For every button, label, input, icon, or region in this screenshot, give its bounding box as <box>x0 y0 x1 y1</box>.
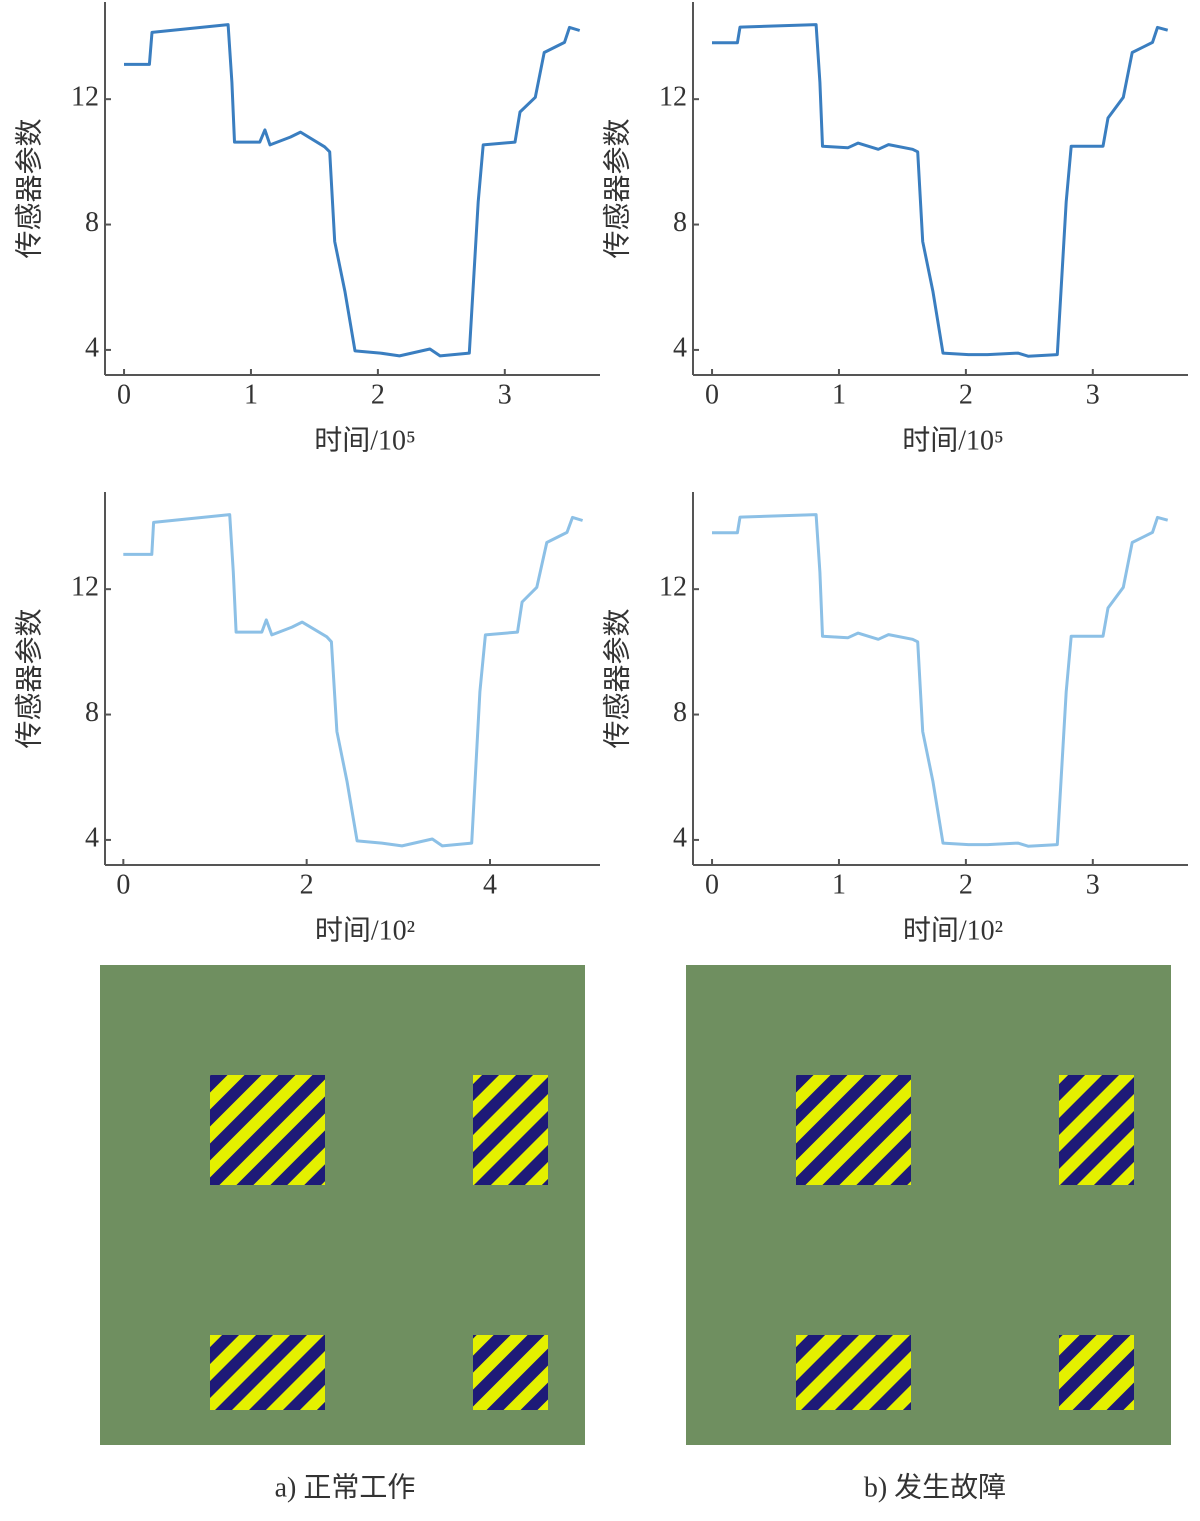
x-tick-label: 0 <box>117 379 131 410</box>
y-tick-label: 12 <box>71 572 99 603</box>
x-tick-label: 1 <box>832 379 846 410</box>
x-tick-label: 2 <box>959 379 973 410</box>
x-axis-label: 时间/10² <box>903 914 1003 946</box>
x-tick-label: 0 <box>705 379 719 410</box>
x-tick-label: 3 <box>1086 869 1100 900</box>
image-panel-b <box>686 965 1171 1445</box>
y-tick-label: 4 <box>85 332 99 363</box>
caption: b) 发生故障 <box>864 1471 1006 1503</box>
x-tick-label: 3 <box>1086 379 1100 410</box>
data-line <box>712 23 1169 358</box>
x-tick-label: 1 <box>244 379 258 410</box>
x-tick-label: 2 <box>959 869 973 900</box>
data-line <box>123 513 584 848</box>
y-axis-label: 传感器参数 <box>13 608 45 748</box>
y-tick-label: 4 <box>673 822 687 853</box>
y-tick-label: 12 <box>71 82 99 113</box>
x-axis-label: 时间/10² <box>315 914 415 946</box>
x-tick-label: 2 <box>300 869 314 900</box>
x-tick-label: 0 <box>116 869 130 900</box>
x-tick-label: 1 <box>832 869 846 900</box>
y-tick-label: 12 <box>659 572 687 603</box>
y-tick-label: 4 <box>85 822 99 853</box>
y-tick-label: 8 <box>673 207 687 238</box>
x-tick-label: 0 <box>705 869 719 900</box>
x-tick-label: 3 <box>498 379 512 410</box>
x-tick-label: 2 <box>371 379 385 410</box>
y-axis-label: 传感器参数 <box>601 118 633 258</box>
y-tick-label: 12 <box>659 82 687 113</box>
y-tick-label: 8 <box>673 697 687 728</box>
data-line <box>124 23 581 358</box>
data-line <box>712 513 1169 848</box>
x-axis-label: 时间/10⁵ <box>902 424 1004 456</box>
y-tick-label: 8 <box>85 207 99 238</box>
caption: a) 正常工作 <box>275 1471 416 1503</box>
x-tick-label: 4 <box>483 869 497 900</box>
y-axis-label: 传感器参数 <box>13 118 45 258</box>
y-tick-label: 8 <box>85 697 99 728</box>
image-panel-a <box>100 965 585 1445</box>
x-axis-label: 时间/10⁵ <box>314 424 416 456</box>
y-tick-label: 4 <box>673 332 687 363</box>
y-axis-label: 传感器参数 <box>601 608 633 748</box>
